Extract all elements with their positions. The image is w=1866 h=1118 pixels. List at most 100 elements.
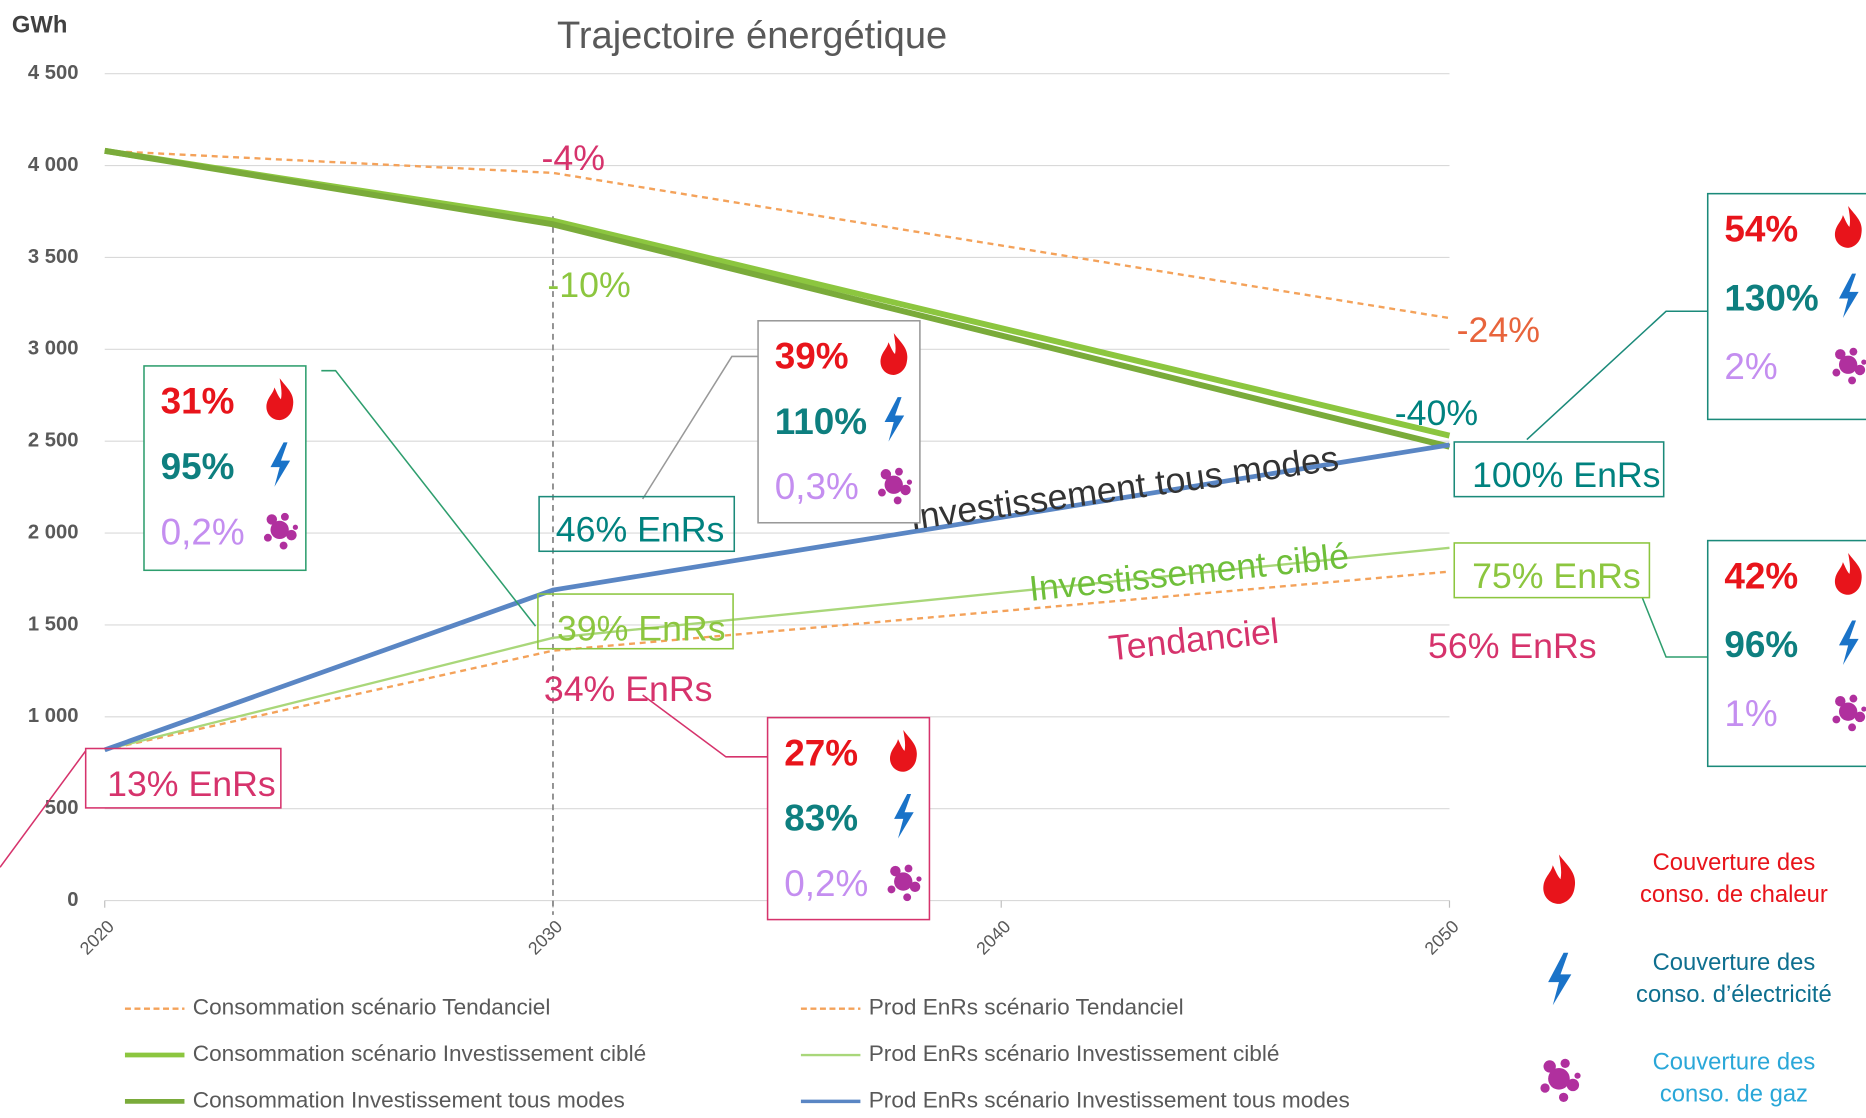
- icon-legend-label: conso. de gaz: [1660, 1081, 1808, 1108]
- x-tick-label: 2050: [1421, 916, 1463, 958]
- bubble: [1832, 368, 1841, 377]
- bolt: [1838, 620, 1859, 665]
- bubble: [263, 533, 272, 542]
- label-box: [1453, 542, 1651, 599]
- x-tick-label: 2030: [524, 916, 566, 958]
- icon-heat: [880, 333, 908, 375]
- y-tick-label: 1 500: [28, 613, 79, 635]
- series-line: [104, 147, 1451, 450]
- bubble: [1861, 359, 1866, 365]
- coverage-heat: 27%: [784, 732, 858, 773]
- coverage-heat: 54%: [1724, 208, 1798, 249]
- bubble: [884, 475, 903, 494]
- label-box: [84, 747, 282, 809]
- coverage-gas: 2%: [1724, 346, 1777, 387]
- coverage-elec: 96%: [1724, 624, 1798, 665]
- y-tick-label: 2 500: [28, 430, 79, 452]
- icon-heat: [1834, 206, 1862, 248]
- series-line: [104, 570, 1450, 752]
- annotation: 39% EnRs: [557, 608, 726, 648]
- legend-label: Prod EnRs scénario Investissement ciblé: [869, 1041, 1280, 1066]
- bubble: [280, 512, 289, 521]
- bubble: [893, 496, 902, 505]
- bubble: [266, 514, 278, 525]
- label-box: [1453, 441, 1665, 498]
- icon-elec: [1838, 620, 1859, 665]
- bubble: [1566, 1078, 1580, 1092]
- connector: [642, 694, 768, 758]
- icon-heat: [1543, 854, 1576, 904]
- icon-legend-label: conso. de chaleur: [1640, 881, 1828, 908]
- bubble: [895, 467, 903, 476]
- connector: [0, 750, 87, 868]
- annotation: 100% EnRs: [1472, 455, 1660, 495]
- bubble: [894, 872, 913, 891]
- bubble: [900, 484, 911, 496]
- flame: [266, 378, 294, 421]
- annotation: 34% EnRs: [544, 669, 713, 709]
- bubble: [1849, 694, 1858, 703]
- bubble: [1835, 695, 1846, 707]
- legend-label: Consommation Investissement tous modes: [193, 1087, 625, 1112]
- icon-gas: [1540, 1058, 1581, 1102]
- bubble: [1848, 376, 1857, 385]
- bubble: [292, 524, 298, 530]
- bubble: [1848, 723, 1857, 732]
- connector: [321, 369, 537, 627]
- bolt: [884, 397, 905, 442]
- flame: [1543, 854, 1576, 904]
- bubble: [286, 529, 297, 541]
- icon-heat: [266, 378, 294, 421]
- x-tick-label: 2040: [972, 916, 1014, 958]
- legend-label: Prod EnRs scénario Investissement tous m…: [869, 1087, 1350, 1112]
- coverage-elec: 95%: [161, 446, 235, 487]
- bubble: [1835, 349, 1846, 360]
- bubble: [906, 479, 913, 485]
- bubble: [1861, 706, 1866, 712]
- bubble: [1838, 355, 1858, 374]
- icon-gas: [887, 864, 922, 902]
- bubble: [270, 520, 289, 540]
- bubble: [1540, 1083, 1550, 1093]
- icon-elec: [884, 397, 905, 442]
- x-tick-label: 2020: [76, 916, 118, 958]
- flame: [880, 333, 908, 375]
- icon-gas: [263, 512, 298, 550]
- y-tick-label: 0: [67, 889, 78, 911]
- y-axis-label: GWh: [12, 11, 67, 38]
- coverage-heat: 31%: [161, 381, 235, 422]
- coverage-elec: 110%: [775, 401, 867, 442]
- bubble: [1558, 1092, 1569, 1102]
- icon-heat: [1834, 552, 1862, 595]
- coverage-gas: 0,2%: [161, 511, 245, 552]
- flame: [1834, 206, 1862, 248]
- flame: [889, 729, 917, 772]
- bubble: [878, 488, 886, 497]
- annotation: -4%: [541, 138, 604, 178]
- coverage-heat: 39%: [775, 336, 849, 377]
- bolt: [894, 794, 914, 839]
- annotation: 56% EnRs: [1428, 626, 1597, 666]
- legend-label: Consommation scénario Investissement cib…: [193, 1041, 646, 1066]
- bolt: [1548, 952, 1572, 1006]
- bubble: [1854, 364, 1866, 376]
- annotation: Investissement ciblé: [1027, 536, 1351, 609]
- icon-legend-label: Couverture des: [1653, 1049, 1816, 1076]
- bubble: [1838, 702, 1858, 721]
- bolt: [270, 442, 291, 487]
- icon-elec: [1548, 952, 1572, 1006]
- y-tick-label: 2 000: [28, 521, 79, 543]
- icon-elec: [894, 794, 914, 839]
- annotation: -24%: [1457, 310, 1540, 350]
- bubble: [903, 893, 912, 902]
- icon-gas: [1832, 347, 1866, 385]
- coverage-gas: 1%: [1724, 693, 1777, 734]
- connector: [641, 355, 759, 500]
- y-tick-label: 3 500: [28, 246, 79, 268]
- annotation: Investissement tous modes: [907, 438, 1341, 538]
- bubble: [890, 865, 901, 877]
- bubble: [1849, 347, 1858, 356]
- annotation: 75% EnRs: [1472, 556, 1641, 596]
- icon-legend-label: Couverture des: [1653, 949, 1816, 976]
